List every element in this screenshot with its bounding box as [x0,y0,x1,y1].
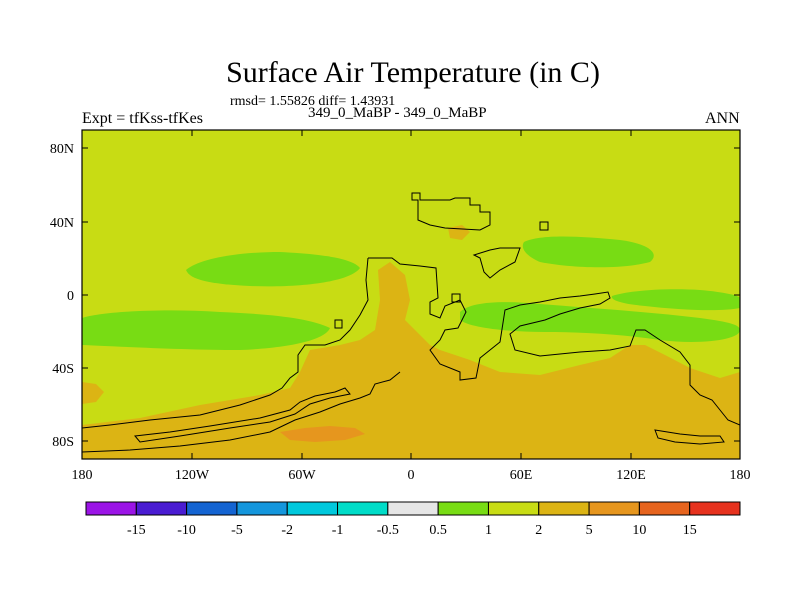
colorbar-swatch [689,501,741,516]
x-tick-label: 60W [288,468,316,483]
experiment-label: Expt = tfKss-tfKes [82,110,204,127]
contour-region-green-south-pacific [82,310,330,350]
y-tick-label: 40N [50,216,74,231]
contour-region-green-north-pacific [186,252,360,287]
colorbar-swatch [538,501,590,516]
colorbar-label: -10 [177,523,196,538]
colorbar-swatch [588,501,640,516]
colorbar-label: 15 [683,523,697,538]
colorbar-swatch [387,501,439,516]
y-axis: 80N 40N 0 40S 80S [50,142,740,450]
colorbar-swatch [638,501,691,516]
colorbar-label: -2 [281,523,293,538]
colorbar-swatch [135,501,188,516]
colorbar-label: 10 [632,523,646,538]
x-tick-label: 180 [730,468,751,483]
colorbar-label: 5 [586,523,593,538]
stats-label: rmsd= 1.55826 diff= 1.43931 [230,94,396,109]
contour-region-green-equatorial-east [460,302,740,342]
x-tick-label: 180 [72,468,93,483]
continent-outline-gondwana-west [82,257,369,429]
continent-outline-small-islands [334,221,549,329]
contour-region-green-north-asia [522,236,654,268]
map-plot-area [82,130,740,459]
continent-outline-laurussia [411,192,491,231]
continent-outline-antarctic-strip [134,387,351,443]
colorbar-swatch [236,501,288,516]
season-label: ANN [705,110,740,127]
colorbar-swatch [186,501,238,516]
continent-outlines [82,192,740,453]
colorbar-swatch [286,501,339,516]
y-tick-label: 40S [52,362,74,377]
colorbar-label: 0.5 [429,523,447,538]
colorbar-swatch [487,501,540,516]
colorbar-label: -1 [332,523,344,538]
subtitle-label: 349_0_MaBP - 349_0_MaBP [308,105,487,121]
y-tick-label: 80N [50,142,74,157]
x-tick-label: 0 [408,468,415,483]
x-axis: 180 120W 60W 0 60E 120E 180 [72,130,751,483]
plot-title: Surface Air Temperature (in C) [226,56,600,89]
y-tick-label: 80S [52,435,74,450]
colorbar-label: 2 [535,523,542,538]
colorbar-label: 1 [485,523,492,538]
contour-region-warm-west [82,382,104,404]
y-tick-label: 0 [67,289,74,304]
x-tick-label: 60E [510,468,533,483]
continent-outline-terrane [654,429,725,445]
colorbar-label: -15 [127,523,146,538]
x-tick-label: 120E [616,468,646,483]
colorbar-swatch [337,501,389,516]
colorbar: -15 -10 -5 -2 -1 -0.5 0.5 1 2 5 10 15 [85,501,741,538]
continent-outline-siberia [472,247,521,279]
x-tick-label: 120W [175,468,210,483]
colorbar-label: -5 [231,523,243,538]
colorbar-swatch [437,501,489,516]
contour-region-green-east-asia [611,289,740,311]
continent-outline-gondwana-south [82,371,401,453]
contour-region-hot-patch [280,426,365,442]
colorbar-swatch [85,501,137,516]
continent-outline-gondwana [368,257,740,426]
contour-region-warm-south [82,262,740,459]
colorbar-label: -0.5 [377,523,399,538]
